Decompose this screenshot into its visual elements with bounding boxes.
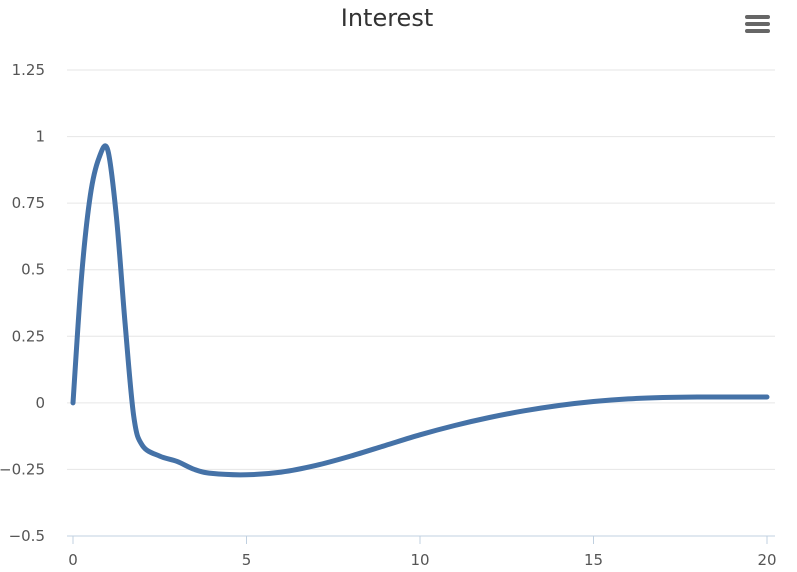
y-tick-label: 1 [35, 128, 45, 146]
x-tick-label: 20 [757, 551, 776, 569]
x-tick-label: 10 [410, 551, 429, 569]
grid-lines [67, 69, 775, 537]
x-tick-label: 0 [68, 551, 78, 569]
x-tick-label: 5 [242, 551, 252, 569]
menu-bar-line [745, 29, 770, 33]
y-tick-label: 0.25 [12, 327, 45, 345]
chart-title: Interest [341, 4, 433, 32]
series-group [70, 143, 770, 478]
y-tick-label: 0 [35, 394, 45, 412]
hamburger-menu-icon[interactable] [744, 12, 772, 36]
y-tick-label: 1.25 [12, 61, 45, 79]
y-tick-label: 0.75 [12, 194, 45, 212]
series-line [70, 143, 770, 478]
x-tick-label: 15 [584, 551, 603, 569]
y-tick-label: 0.5 [21, 261, 45, 279]
menu-bar-line [745, 22, 770, 26]
y-tick-label: −0.5 [9, 527, 45, 545]
y-axis: −0.5 −0.25 0 0.25 0.5 0.75 1 1.25 [0, 61, 45, 545]
y-tick-label: −0.25 [0, 460, 45, 478]
x-axis: 0 5 10 15 20 [67, 535, 777, 569]
menu-bar-line [745, 15, 770, 19]
